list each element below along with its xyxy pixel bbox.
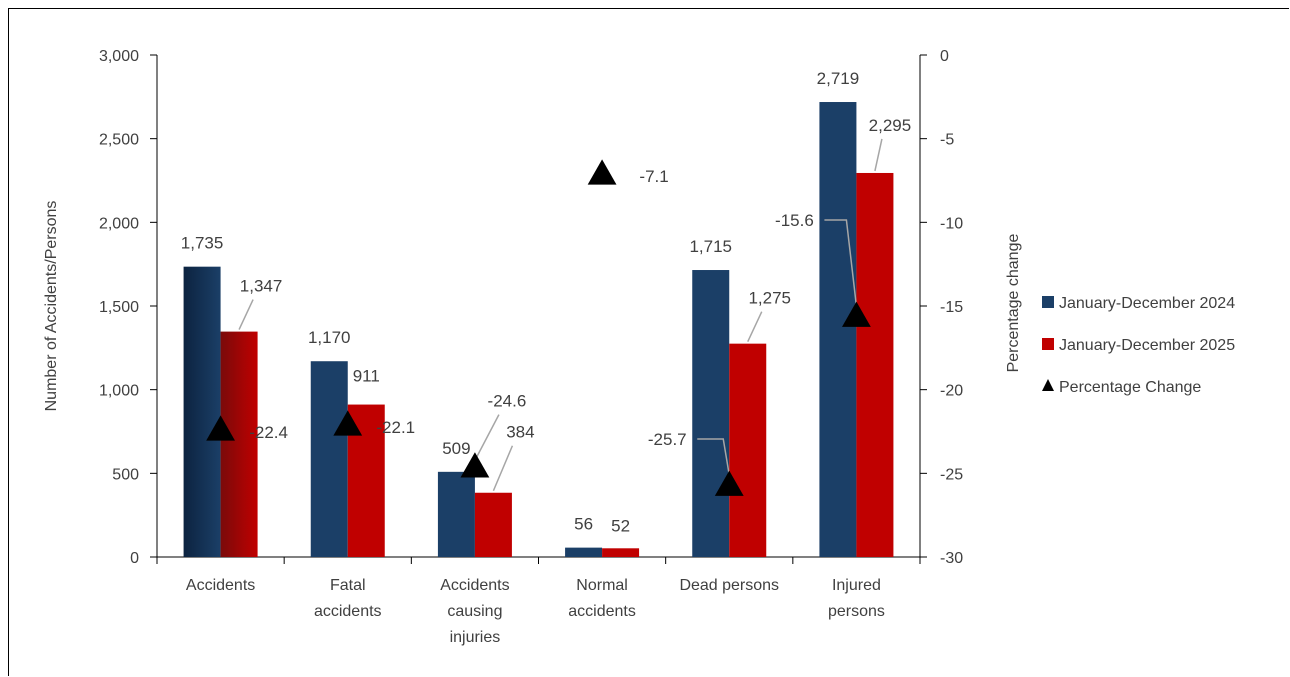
y2-tick-label: -30 bbox=[940, 550, 963, 567]
leader-line bbox=[476, 414, 500, 457]
percentage-change-marker bbox=[587, 159, 617, 185]
data-label-percentage: -25.7 bbox=[648, 430, 687, 449]
y2-tick-label: 0 bbox=[940, 48, 949, 65]
data-label-2025: 52 bbox=[611, 516, 630, 535]
y-tick-label: 2,000 bbox=[99, 215, 139, 232]
legend-swatch bbox=[1042, 379, 1054, 391]
percentage-change-marker bbox=[460, 452, 490, 478]
y2-tick-label: -5 bbox=[940, 132, 954, 149]
data-label-2025: 911 bbox=[353, 367, 380, 386]
legend-label: January-December 2025 bbox=[1059, 337, 1235, 354]
data-label-percentage: -24.6 bbox=[488, 392, 527, 411]
leader-line bbox=[747, 311, 763, 342]
data-label-2025: 2,295 bbox=[869, 116, 912, 135]
legend-item-percentage: Percentage Change bbox=[1042, 379, 1201, 396]
y2-tick-label: -10 bbox=[940, 215, 963, 232]
y-tick-label: 1,500 bbox=[99, 299, 139, 316]
y2-tick-label: -15 bbox=[940, 299, 963, 316]
bar-2025 bbox=[474, 492, 512, 557]
y-tick-label: 0 bbox=[130, 550, 139, 567]
chart-frame bbox=[8, 8, 1289, 676]
y-tick-label: 2,500 bbox=[99, 132, 139, 149]
data-label-2025: 1,275 bbox=[748, 289, 791, 308]
leader-line bbox=[824, 219, 858, 307]
y-axis-title: Number of Accidents/Persons bbox=[43, 201, 60, 412]
data-label-percentage: -7.1 bbox=[639, 167, 668, 186]
data-label-percentage: -15.6 bbox=[775, 211, 814, 230]
y-tick-label: 3,000 bbox=[99, 48, 139, 65]
y-tick-label: 500 bbox=[112, 466, 139, 483]
y2-axis-title: Percentage change bbox=[1005, 234, 1022, 373]
data-label-2024: 1,715 bbox=[689, 237, 732, 256]
bar-2025 bbox=[856, 172, 894, 557]
data-label-2024: 1,735 bbox=[181, 234, 224, 253]
percentage-change-marker bbox=[333, 410, 363, 436]
legend-label: Percentage Change bbox=[1059, 379, 1201, 396]
leader-line bbox=[874, 138, 883, 172]
legend-item-2025: January-December 2025 bbox=[1042, 337, 1235, 354]
bar-2024 bbox=[692, 270, 730, 557]
x-category-label: Dead persons bbox=[679, 577, 779, 594]
data-label-2025: 1,347 bbox=[240, 277, 283, 296]
data-label-2025: 384 bbox=[506, 423, 534, 442]
data-label-2024: 56 bbox=[574, 515, 593, 534]
x-category-label: Normal accidents bbox=[568, 577, 636, 620]
leader-line bbox=[697, 438, 730, 476]
data-label-2024: 1,170 bbox=[308, 328, 351, 347]
bar-2024 bbox=[183, 266, 221, 557]
bar-2024 bbox=[819, 102, 857, 558]
bar-2025 bbox=[602, 548, 640, 557]
leader-line bbox=[492, 445, 514, 492]
bar-2024 bbox=[310, 361, 348, 557]
y2-tick-label: -25 bbox=[940, 466, 963, 483]
legend-label: January-December 2024 bbox=[1059, 295, 1235, 312]
y-tick-label: 1,000 bbox=[99, 383, 139, 400]
percentage-change-marker bbox=[714, 470, 744, 496]
bar-2024 bbox=[437, 471, 475, 557]
legend-swatch bbox=[1042, 338, 1054, 350]
legend-item-2024: January-December 2024 bbox=[1042, 295, 1235, 312]
bar-2025 bbox=[729, 343, 767, 557]
data-label-percentage: -22.4 bbox=[249, 423, 288, 442]
legend-swatch bbox=[1042, 296, 1054, 308]
bar-2025 bbox=[220, 331, 258, 557]
x-category-label: Fatal accidents bbox=[314, 577, 382, 620]
x-category-label: Accidents bbox=[186, 577, 255, 594]
y2-tick-label: -20 bbox=[940, 383, 963, 400]
data-label-2024: 2,719 bbox=[817, 69, 860, 88]
data-label-2024: 509 bbox=[442, 439, 470, 458]
x-category-label: Accidents causing injuries bbox=[440, 577, 509, 646]
percentage-change-marker bbox=[206, 415, 235, 441]
data-label-percentage: -22.1 bbox=[376, 418, 415, 437]
x-category-label: Injured persons bbox=[828, 577, 885, 620]
percentage-change-marker bbox=[842, 301, 871, 327]
leader-line bbox=[238, 299, 254, 330]
bar-2024 bbox=[565, 547, 603, 557]
